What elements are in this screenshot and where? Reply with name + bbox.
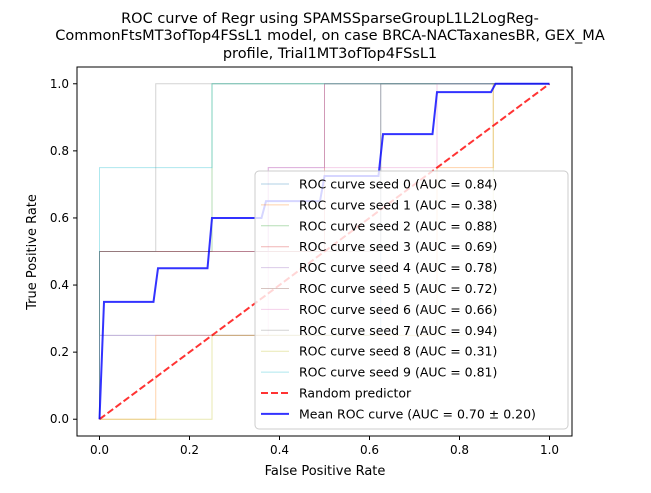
legend-label: ROC curve seed 4 (AUC = 0.78) [299,260,497,275]
legend-entry-seed-5: ROC curve seed 5 (AUC = 0.72) [261,281,497,296]
legend-box [254,170,569,430]
roc-curve-seed-4 [99,83,550,420]
legend-label: ROC curve seed 2 (AUC = 0.88) [299,218,497,233]
y-tick-label: 0.6 [50,211,69,225]
x-tick-label: 0.6 [360,443,379,457]
y-tick-label: 0.4 [50,278,69,292]
legend-entry-mean-roc: Mean ROC curve (AUC = 0.70 ± 0.20) [261,406,536,421]
legend-label: Mean ROC curve (AUC = 0.70 ± 0.20) [299,406,536,421]
legend-entry-seed-8: ROC curve seed 8 (AUC = 0.31) [261,344,497,359]
chart-title: ROC curve of Regr using SPAMSSparseGroup… [55,11,605,62]
x-tick-label: 0.0 [90,443,109,457]
chart-title-line-1: ROC curve of Regr using SPAMSSparseGroup… [121,11,539,27]
x-tick-label: 0.8 [450,443,469,457]
roc-curve-seed-2 [99,83,550,420]
chart-title-line-2: CommonFtsMT3ofTop4FSsL1 model, on case B… [55,28,605,44]
legend-entry-seed-0: ROC curve seed 0 (AUC = 0.84) [261,177,497,192]
x-axis-label: False Positive Rate [265,464,386,479]
legend-label: ROC curve seed 5 (AUC = 0.72) [299,281,497,296]
legend-label: ROC curve seed 9 (AUC = 0.81) [299,365,497,380]
y-tick-label: 0.2 [50,345,69,359]
x-tick-label: 1.0 [540,443,559,457]
x-tick-label: 0.2 [180,443,199,457]
legend-entry-random-predictor: Random predictor [261,386,412,401]
legend-label: Random predictor [299,386,412,401]
roc-curve-seed-6 [99,83,550,420]
legend-entry-seed-2: ROC curve seed 2 (AUC = 0.88) [261,218,497,233]
legend-entry-seed-1: ROC curve seed 1 (AUC = 0.38) [261,197,497,212]
roc-curve-seed-7 [99,83,550,420]
legend-label: ROC curve seed 8 (AUC = 0.31) [299,344,497,359]
axis-ticks: 0.0 0.2 0.4 0.6 0.8 1.0 0.0 0.2 0.4 0.6 0.8 1.0 [50,77,559,457]
legend-entry-seed-3: ROC curve seed 3 (AUC = 0.69) [261,239,497,254]
chart-title-line-3: profile, Trial1MT3ofTop4FSsL1 [223,46,437,62]
y-axis-label: True Positive Rate [25,194,40,311]
legend-label: ROC curve seed 6 (AUC = 0.66) [299,302,497,317]
y-tick-label: 0.0 [50,412,69,426]
legend-label: ROC curve seed 3 (AUC = 0.69) [299,239,497,254]
legend-label: ROC curve seed 1 (AUC = 0.38) [299,197,497,212]
roc-curve-seed-9 [99,83,550,420]
plot-area-frame [76,66,573,437]
x-tick-label: 0.4 [270,443,289,457]
legend-entry-seed-6: ROC curve seed 6 (AUC = 0.66) [261,302,497,317]
legend-label: ROC curve seed 0 (AUC = 0.84) [299,177,497,192]
legend: ROC curve seed 0 (AUC = 0.84) ROC curve s… [254,170,569,430]
legend-entry-seed-7: ROC curve seed 7 (AUC = 0.94) [261,323,497,338]
y-tick-label: 1.0 [50,77,69,91]
legend-entry-seed-9: ROC curve seed 9 (AUC = 0.81) [261,365,497,380]
legend-label: ROC curve seed 7 (AUC = 0.94) [299,323,497,338]
legend-entry-seed-4: ROC curve seed 4 (AUC = 0.78) [261,260,497,275]
y-tick-label: 0.8 [50,144,69,158]
